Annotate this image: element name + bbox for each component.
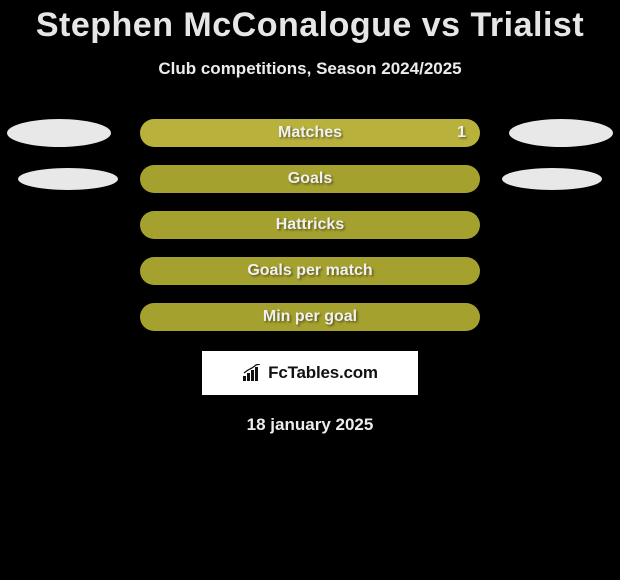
right-ellipse [509,119,613,147]
stat-label: Hattricks [276,216,344,234]
subtitle: Club competitions, Season 2024/2025 [0,59,620,79]
stat-row-goals: Goals [0,165,620,193]
stat-row-matches: Matches 1 [0,119,620,147]
stat-bar: Goals per match [140,257,480,285]
stat-bar: Goals [140,165,480,193]
stat-label: Goals per match [247,262,372,280]
stat-value-right: 1 [457,124,466,142]
bar-chart-icon [242,364,264,382]
right-ellipse [502,168,602,190]
stat-row-min-per-goal: Min per goal [0,303,620,331]
stat-label: Min per goal [263,308,357,326]
stat-bar: Hattricks [140,211,480,239]
stat-row-goals-per-match: Goals per match [0,257,620,285]
stats-rows: Matches 1 Goals Hattricks Goals per matc… [0,119,620,331]
infographic-container: Stephen McConalogue vs Trialist Club com… [0,0,620,435]
left-ellipse [7,119,111,147]
page-title: Stephen McConalogue vs Trialist [0,6,620,45]
date-text: 18 january 2025 [0,415,620,435]
stat-bar: Min per goal [140,303,480,331]
stat-row-hattricks: Hattricks [0,211,620,239]
stat-bar: Matches 1 [140,119,480,147]
stat-label: Goals [288,170,332,188]
logo-box: FcTables.com [202,351,418,395]
left-ellipse [18,168,118,190]
logo-text: FcTables.com [268,363,378,383]
stat-label: Matches [278,124,342,142]
